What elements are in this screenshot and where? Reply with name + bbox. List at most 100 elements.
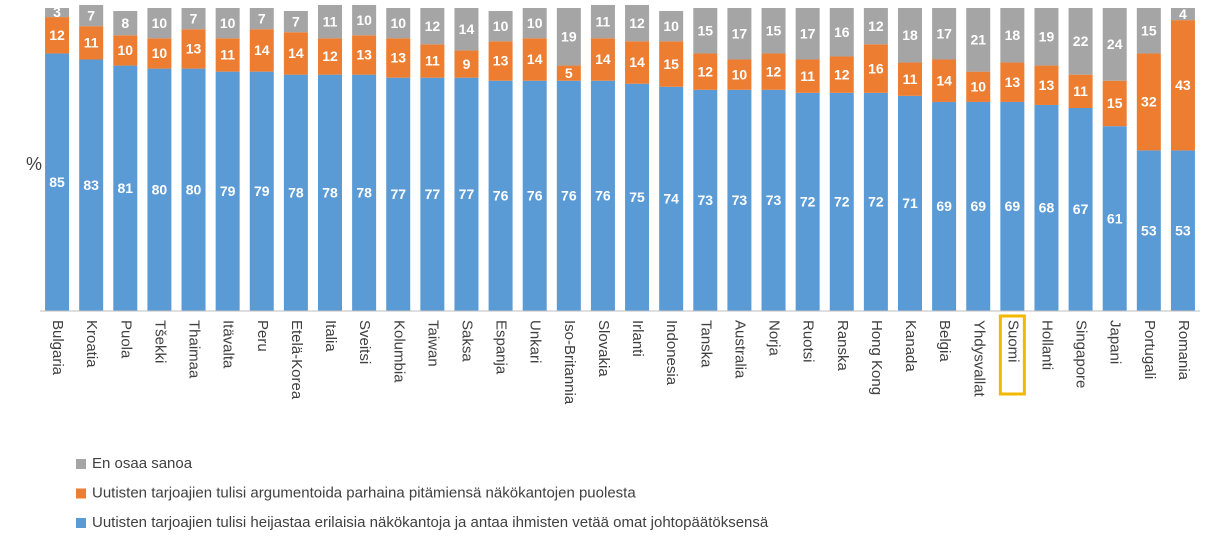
legend-swatch [76, 518, 86, 528]
bar-segment [727, 89, 752, 311]
bar-segment [181, 29, 206, 69]
data-label: 14 [288, 45, 304, 61]
x-tick-label: Norja [766, 320, 783, 357]
bar-segment [1000, 8, 1025, 63]
data-label: 78 [356, 185, 372, 201]
bar-segment [1068, 107, 1093, 312]
data-label: 14 [629, 54, 645, 70]
bar-segment [79, 4, 104, 27]
bar-segment [966, 101, 991, 312]
data-label: 67 [1073, 201, 1089, 217]
bar-segment [1170, 8, 1195, 21]
bar-segment [454, 8, 479, 51]
x-tick-label: Thaimaa [186, 320, 203, 379]
data-label: 14 [527, 51, 543, 67]
data-label: 10 [356, 12, 372, 28]
bar-segment [1034, 65, 1059, 105]
bar-segment [45, 8, 70, 18]
x-tick-label: Indonesia [663, 320, 680, 386]
bar-segment [352, 74, 377, 311]
bar-segment [863, 44, 888, 93]
data-label: 13 [356, 47, 372, 63]
bar-segment [795, 59, 820, 93]
x-tick-label: Yhdysvallat [970, 320, 987, 398]
data-label: 73 [766, 192, 782, 208]
data-label: 16 [868, 60, 884, 76]
bar-segment [249, 71, 274, 311]
data-label: 12 [868, 18, 884, 34]
data-label: 11 [596, 13, 611, 29]
bar-segment [829, 92, 854, 311]
bar-segment [761, 53, 786, 90]
data-label: 14 [254, 42, 270, 58]
bar-segment [283, 11, 308, 33]
data-label: 18 [1005, 27, 1021, 43]
bar-segment [1136, 150, 1161, 311]
data-label: 3 [53, 4, 61, 20]
bar-segment [863, 8, 888, 45]
data-label: 61 [1107, 210, 1123, 226]
bar-segment [215, 38, 240, 72]
data-label: 16 [834, 24, 850, 40]
data-label: 73 [698, 192, 714, 208]
bar-segment [386, 77, 411, 311]
bar-segment [829, 8, 854, 57]
data-label: 9 [463, 56, 471, 72]
bar-segment [1136, 53, 1161, 151]
bar-segment [181, 8, 206, 30]
data-label: 78 [322, 185, 338, 201]
bar-segment [420, 44, 445, 78]
data-label: 13 [390, 50, 406, 66]
x-tick-label: Bulgaria [49, 320, 66, 376]
bar-segment [45, 17, 70, 54]
data-label: 15 [698, 22, 714, 38]
bar-segment [1068, 74, 1093, 108]
data-label: 11 [84, 35, 99, 51]
legend-swatch [76, 459, 86, 469]
bar-segment [147, 8, 172, 39]
legend-label: Uutisten tarjoajien tulisi argumentoida … [92, 484, 636, 501]
bar-segment [659, 86, 684, 311]
data-label: 12 [766, 63, 782, 79]
bar-segment [318, 38, 342, 75]
data-label: 12 [322, 48, 338, 64]
legend-swatch [76, 488, 86, 499]
x-tick-label: Suomi [1004, 320, 1021, 363]
bar-segment [761, 8, 786, 54]
data-label: 32 [1141, 94, 1157, 110]
bar-segment [113, 65, 138, 311]
y-axis-label: % [26, 154, 42, 174]
data-label: 69 [970, 198, 986, 214]
bar-segment [659, 11, 684, 42]
bar-segment [420, 77, 445, 311]
data-label: 19 [1039, 28, 1055, 44]
data-label: 21 [970, 32, 986, 48]
bar-segment [795, 92, 820, 311]
x-tick-label: Tanska [697, 320, 714, 368]
bar-segment [795, 8, 820, 60]
data-label: 11 [1073, 83, 1088, 99]
data-label: 77 [425, 186, 441, 202]
x-tick-label: Belgia [936, 320, 953, 362]
bar-segment [761, 89, 786, 311]
bar-segment [283, 74, 308, 311]
data-label: 10 [663, 18, 679, 34]
data-label: 12 [698, 63, 714, 79]
bar-segment [932, 59, 957, 102]
x-tick-label: Taiwan [424, 320, 441, 367]
bar-segment [556, 65, 581, 81]
x-tick-label: Saksa [459, 320, 476, 362]
bar-segment [79, 59, 104, 312]
bar-segment [625, 41, 650, 84]
legend-label: Uutisten tarjoajien tulisi heijastaa eri… [92, 514, 769, 531]
legend-label: En osaa sanoa [92, 455, 193, 472]
bar-segment [659, 41, 684, 87]
bar-segment [556, 8, 581, 66]
data-label: 17 [936, 25, 952, 41]
bar-segment [352, 35, 377, 75]
data-label: 7 [87, 7, 95, 23]
data-label: 10 [970, 78, 986, 94]
data-label: 79 [220, 183, 236, 199]
bar-segment [386, 8, 411, 39]
x-tick-label: Irlanti [629, 320, 646, 357]
